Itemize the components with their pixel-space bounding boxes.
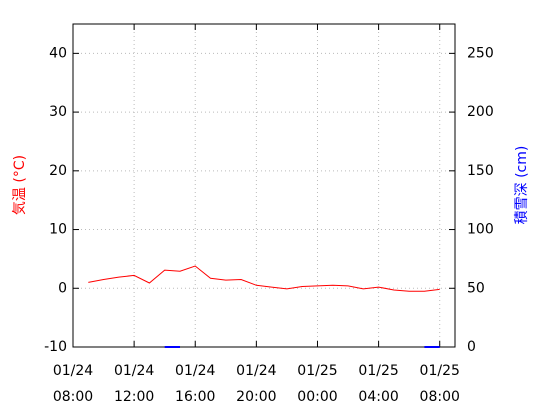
x-tick-label: 01/24	[53, 363, 93, 379]
y2-tick-label: 200	[467, 104, 494, 120]
y-tick-label: 30	[49, 104, 67, 120]
x-tick-label: 01/24	[175, 363, 215, 379]
y-tick-label: -10	[44, 339, 67, 355]
x-tick-label: 12:00	[114, 389, 154, 405]
y2-axis-title: 積雪深 (cm)	[514, 146, 530, 225]
y2-tick-label: 0	[467, 339, 476, 355]
y-tick-label: 20	[49, 163, 67, 179]
x-tick-label: 08:00	[53, 389, 93, 405]
plot-frame	[72, 23, 456, 348]
x-tick-label: 01/25	[297, 363, 337, 379]
y-tick-label: 0	[58, 280, 67, 296]
y-axis-title: 気温 (°C)	[12, 155, 28, 215]
y2-tick-label: 150	[467, 163, 494, 179]
x-tick-label: 01/25	[358, 363, 398, 379]
x-tick-label: 20:00	[236, 389, 276, 405]
y-tick-label: 10	[49, 222, 67, 238]
series-line	[88, 265, 440, 292]
x-tick-label: 16:00	[175, 389, 215, 405]
x-tick-label: 01/25	[420, 363, 460, 379]
x-tick-label: 00:00	[297, 389, 337, 405]
y2-tick-label: 100	[467, 222, 494, 238]
y-tick-label: 40	[49, 45, 67, 61]
x-tick-label: 04:00	[358, 389, 398, 405]
x-tick-label: 08:00	[420, 389, 460, 405]
x-tick-label: 01/24	[236, 363, 276, 379]
y2-tick-label: 250	[467, 45, 494, 61]
y2-tick-label: 50	[467, 280, 485, 296]
x-tick-label: 01/24	[114, 363, 154, 379]
